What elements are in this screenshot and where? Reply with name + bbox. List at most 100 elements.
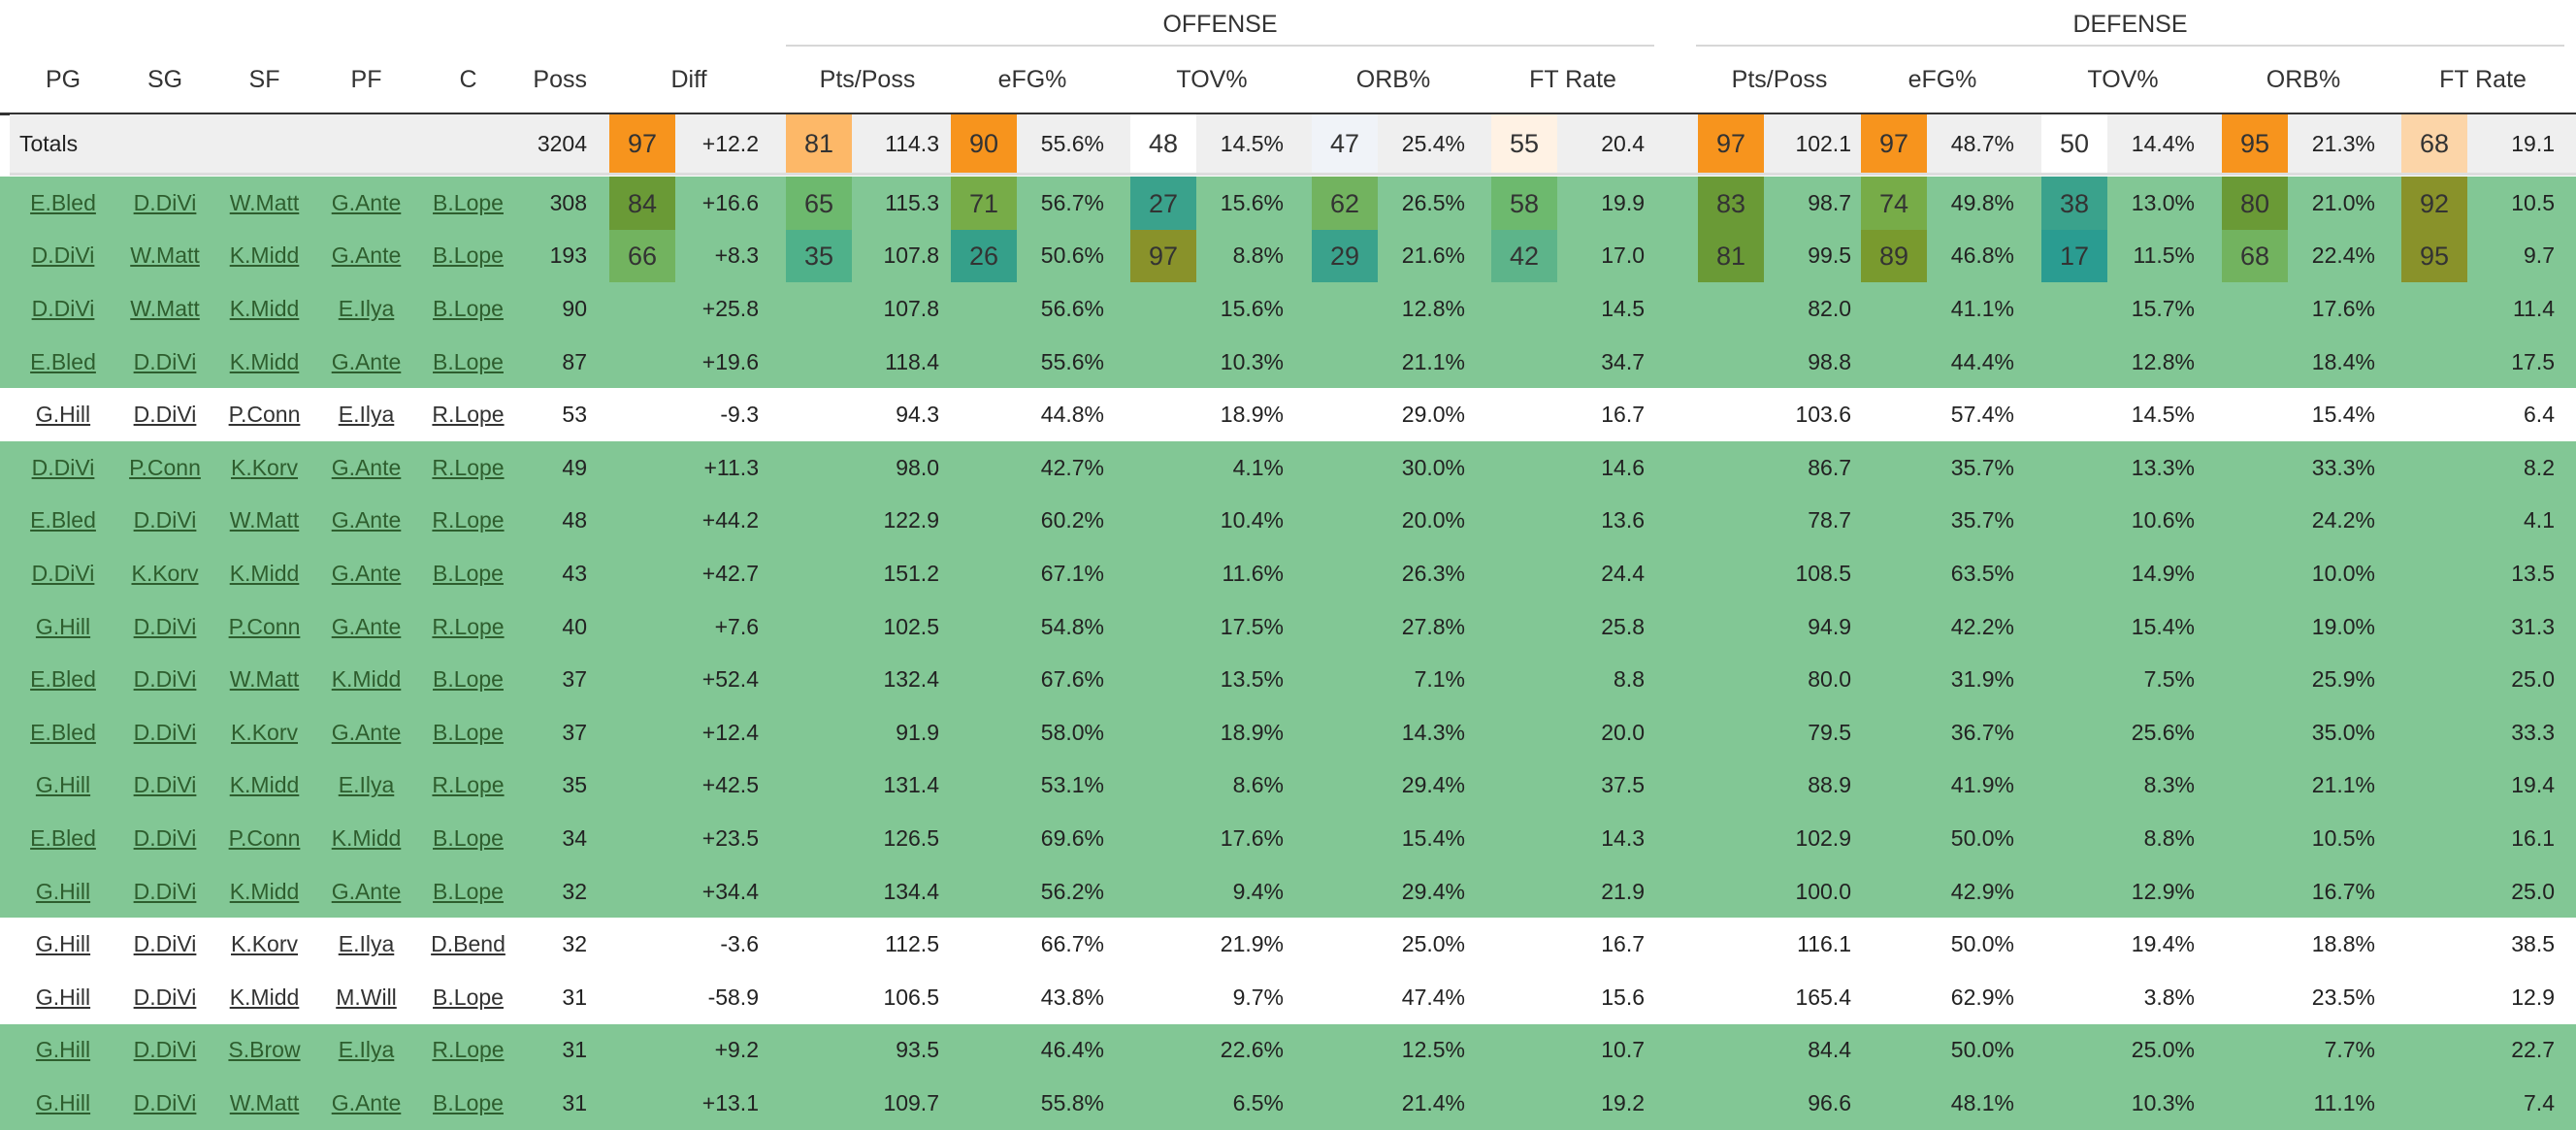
player-link[interactable]: D.DiVi <box>133 402 197 428</box>
player-link[interactable]: K.Midd <box>331 824 402 851</box>
player-link[interactable]: K.Midd <box>229 772 300 798</box>
player-link[interactable]: D.DiVi <box>31 560 95 586</box>
column-header-o-orb[interactable]: ORB% <box>1355 65 1431 93</box>
player-link[interactable]: W.Matt <box>130 295 200 321</box>
player-link[interactable]: B.Lope <box>433 242 504 269</box>
player-link[interactable]: E.Bled <box>30 719 96 745</box>
player-link[interactable]: G.Hill <box>35 772 91 798</box>
column-header-diff[interactable]: Diff <box>670 65 707 93</box>
player-link[interactable]: E.Bled <box>30 824 96 851</box>
player-link[interactable]: G.Ante <box>331 878 402 904</box>
player-link[interactable]: G.Ante <box>331 613 402 639</box>
player-link[interactable]: D.Bend <box>431 931 505 957</box>
player-link[interactable]: D.DiVi <box>31 454 95 480</box>
player-link[interactable]: R.Lope <box>432 507 505 533</box>
player-link[interactable]: G.Ante <box>331 1089 402 1115</box>
player-link[interactable]: E.Ilya <box>338 295 395 321</box>
player-link[interactable]: B.Lope <box>433 189 504 215</box>
player-link[interactable]: K.Midd <box>229 242 300 269</box>
player-link[interactable]: B.Lope <box>433 984 504 1010</box>
player-link[interactable]: R.Lope <box>432 402 505 428</box>
player-link[interactable]: E.Ilya <box>338 1037 395 1063</box>
column-header-d-efg[interactable]: eFG% <box>1908 65 1977 93</box>
player-link[interactable]: R.Lope <box>432 454 505 480</box>
player-link[interactable]: K.Midd <box>229 348 300 374</box>
player-link[interactable]: K.Korv <box>230 931 299 957</box>
player-link[interactable]: B.Lope <box>433 666 504 693</box>
player-link[interactable]: D.DiVi <box>133 189 197 215</box>
player-link[interactable]: G.Hill <box>35 402 91 428</box>
player-link[interactable]: E.Bled <box>30 507 96 533</box>
player-link[interactable]: B.Lope <box>433 824 504 851</box>
player-link[interactable]: P.Conn <box>228 402 301 428</box>
column-header-d-pts[interactable]: Pts/Poss <box>1731 65 1828 93</box>
column-header-sf[interactable]: SF <box>248 65 280 93</box>
player-link[interactable]: W.Matt <box>229 189 300 215</box>
column-header-c[interactable]: C <box>459 65 477 93</box>
column-header-o-pts[interactable]: Pts/Poss <box>819 65 916 93</box>
player-link[interactable]: D.DiVi <box>133 1037 197 1063</box>
player-link[interactable]: K.Midd <box>229 984 300 1010</box>
player-link[interactable]: G.Ante <box>331 454 402 480</box>
column-header-sg[interactable]: SG <box>147 65 183 93</box>
player-link[interactable]: R.Lope <box>432 613 505 639</box>
player-link[interactable]: K.Korv <box>230 719 299 745</box>
player-link[interactable]: E.Ilya <box>338 772 395 798</box>
player-link[interactable]: D.DiVi <box>133 984 197 1010</box>
player-link[interactable]: D.DiVi <box>133 348 197 374</box>
player-link[interactable]: W.Matt <box>229 666 300 693</box>
player-link[interactable]: K.Midd <box>331 666 402 693</box>
player-link[interactable]: G.Ante <box>331 189 402 215</box>
player-link[interactable]: W.Matt <box>229 1089 300 1115</box>
player-link[interactable]: D.DiVi <box>133 613 197 639</box>
player-link[interactable]: R.Lope <box>432 772 505 798</box>
player-link[interactable]: B.Lope <box>433 878 504 904</box>
player-link[interactable]: K.Korv <box>131 560 199 586</box>
player-link[interactable]: P.Conn <box>228 613 301 639</box>
player-link[interactable]: E.Bled <box>30 348 96 374</box>
column-header-o-efg[interactable]: eFG% <box>997 65 1067 93</box>
player-link[interactable]: K.Midd <box>229 878 300 904</box>
player-link[interactable]: G.Ante <box>331 507 402 533</box>
player-link[interactable]: B.Lope <box>433 1089 504 1115</box>
player-link[interactable]: W.Matt <box>130 242 200 269</box>
column-header-d-tov[interactable]: TOV% <box>2087 65 2159 93</box>
player-link[interactable]: K.Midd <box>229 560 300 586</box>
player-link[interactable]: D.DiVi <box>133 507 197 533</box>
player-link[interactable]: G.Hill <box>35 1089 91 1115</box>
player-link[interactable]: D.DiVi <box>133 666 197 693</box>
player-link[interactable]: D.DiVi <box>133 719 197 745</box>
player-link[interactable]: D.DiVi <box>133 772 197 798</box>
player-link[interactable]: K.Korv <box>230 454 299 480</box>
column-header-d-ft[interactable]: FT Rate <box>2439 65 2527 93</box>
player-link[interactable]: E.Bled <box>30 666 96 693</box>
player-link[interactable]: E.Ilya <box>338 402 395 428</box>
player-link[interactable]: E.Bled <box>30 189 96 215</box>
player-link[interactable]: G.Hill <box>35 878 91 904</box>
player-link[interactable]: D.DiVi <box>31 295 95 321</box>
player-link[interactable]: G.Ante <box>331 242 402 269</box>
player-link[interactable]: E.Ilya <box>338 931 395 957</box>
player-link[interactable]: D.DiVi <box>133 824 197 851</box>
player-link[interactable]: B.Lope <box>433 560 504 586</box>
player-link[interactable]: W.Matt <box>229 507 300 533</box>
player-link[interactable]: G.Hill <box>35 931 91 957</box>
player-link[interactable]: D.DiVi <box>133 931 197 957</box>
column-header-d-orb[interactable]: ORB% <box>2266 65 2341 93</box>
player-link[interactable]: P.Conn <box>129 454 201 480</box>
player-link[interactable]: G.Hill <box>35 613 91 639</box>
column-header-o-tov[interactable]: TOV% <box>1176 65 1248 93</box>
player-link[interactable]: D.DiVi <box>133 878 197 904</box>
player-link[interactable]: D.DiVi <box>133 1089 197 1115</box>
player-link[interactable]: G.Hill <box>35 984 91 1010</box>
column-header-pg[interactable]: PG <box>45 65 82 93</box>
column-header-poss[interactable]: Poss <box>533 65 587 93</box>
player-link[interactable]: B.Lope <box>433 719 504 745</box>
player-link[interactable]: S.Brow <box>228 1037 301 1063</box>
player-link[interactable]: G.Ante <box>331 348 402 374</box>
player-link[interactable]: B.Lope <box>433 295 504 321</box>
column-header-o-ft[interactable]: FT Rate <box>1529 65 1616 93</box>
player-link[interactable]: G.Ante <box>331 719 402 745</box>
player-link[interactable]: R.Lope <box>432 1037 505 1063</box>
player-link[interactable]: G.Ante <box>331 560 402 586</box>
